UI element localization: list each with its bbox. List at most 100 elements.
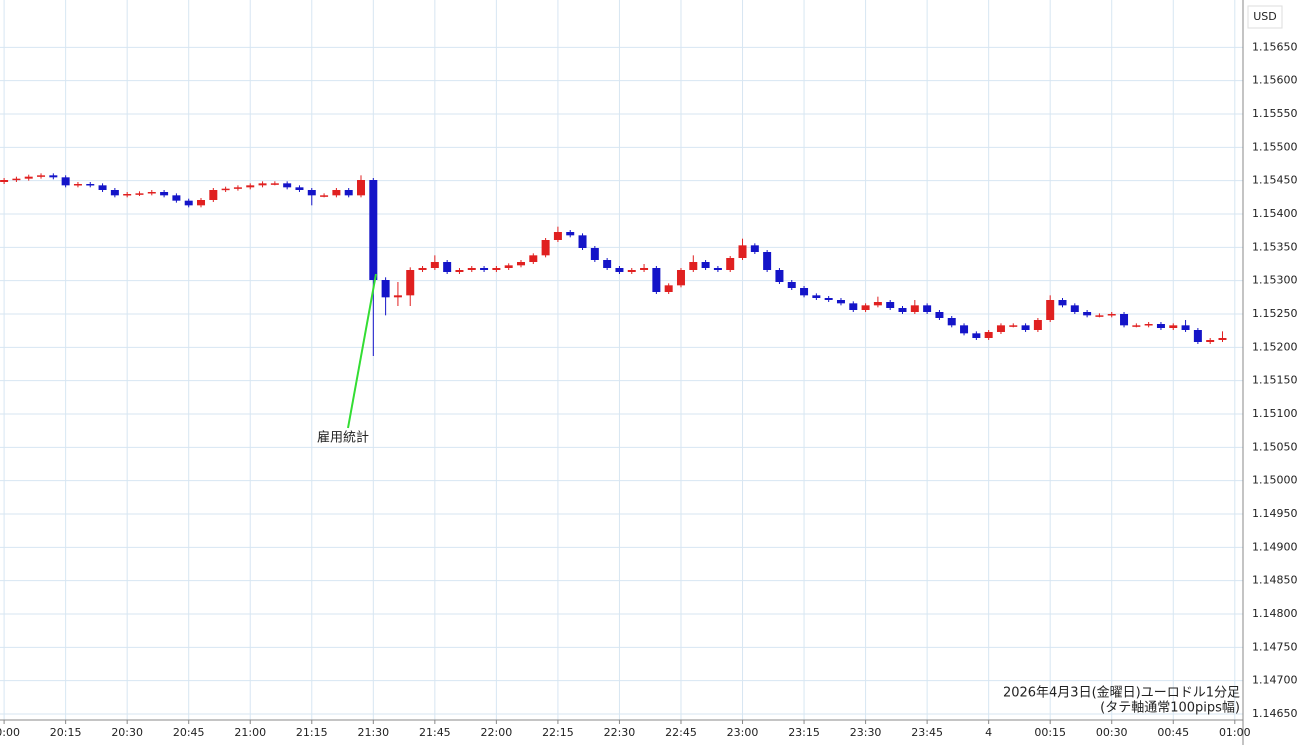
candle-body [73, 184, 82, 186]
candle-body [406, 270, 415, 296]
candle-body [172, 195, 181, 201]
x-tick-label: 00:30 [1096, 726, 1128, 739]
candle-body [443, 262, 452, 272]
x-tick-label: 00:15 [1034, 726, 1066, 739]
candle-body [750, 245, 759, 252]
candle-body [320, 195, 329, 197]
candle-body [713, 268, 722, 270]
candle-body [664, 285, 673, 292]
candle-body [1206, 340, 1215, 342]
candle-body [24, 176, 33, 179]
candle-body [726, 258, 735, 270]
candle-body [37, 175, 46, 177]
candle-body [480, 268, 489, 270]
x-tick-label: 23:15 [788, 726, 820, 739]
y-tick-label: 1.15150 [1252, 374, 1298, 387]
candle-body [209, 190, 218, 200]
y-tick-label: 1.14750 [1252, 640, 1298, 653]
candle-body [529, 255, 538, 262]
candle-body [689, 262, 698, 270]
y-tick-label: 1.15550 [1252, 107, 1298, 120]
candle-body [1120, 314, 1129, 326]
candle-body [135, 193, 144, 195]
candle-body [86, 184, 95, 186]
candle-body [1107, 314, 1116, 316]
candle-body [270, 183, 279, 185]
candle-body [1169, 325, 1178, 328]
candle-body [1156, 324, 1165, 328]
y-tick-label: 1.14900 [1252, 540, 1298, 553]
candle-body [49, 175, 58, 178]
candle-body [553, 232, 562, 240]
candle-body [898, 308, 907, 312]
candle-body [418, 268, 427, 270]
annotation-line [347, 273, 377, 429]
x-tick-label: 22:30 [604, 726, 636, 739]
candle-body [947, 318, 956, 326]
candle-body [381, 280, 390, 298]
candle-body [344, 190, 353, 196]
x-tick-label: 01:00 [1219, 726, 1251, 739]
y-tick-label: 1.15000 [1252, 474, 1298, 487]
x-tick-label: 00:45 [1157, 726, 1189, 739]
candle-body [430, 262, 439, 268]
candle-body [258, 183, 267, 186]
x-tick-label: 21:15 [296, 726, 328, 739]
candle-body [1033, 320, 1042, 330]
x-tick-label: 20:30 [111, 726, 143, 739]
x-tick-label: 20:45 [173, 726, 205, 739]
candle-body [197, 200, 206, 206]
candle-body [984, 332, 993, 338]
candle-body [701, 262, 710, 268]
candle-body [1181, 325, 1190, 330]
y-tick-label: 1.15100 [1252, 407, 1298, 420]
candle-body [295, 187, 304, 190]
x-tick-label: 21:00 [234, 726, 266, 739]
candle-body [861, 305, 870, 310]
candle-body [566, 232, 575, 236]
candle-body [369, 180, 378, 280]
y-tick-label: 1.15200 [1252, 340, 1298, 353]
candle-body [836, 300, 845, 304]
candle-body [627, 270, 636, 272]
candle-body [738, 245, 747, 258]
y-tick-label: 1.14650 [1252, 707, 1298, 720]
y-tick-label: 1.14850 [1252, 574, 1298, 587]
x-tick-label: 22:45 [665, 726, 697, 739]
candle-body [972, 333, 981, 338]
y-tick-label: 1.14700 [1252, 674, 1298, 687]
candle-body [1144, 324, 1153, 326]
candle-body [123, 194, 132, 196]
candle-body [516, 262, 525, 266]
candle-body [332, 190, 341, 196]
candle-body [160, 192, 169, 196]
candle-body [1021, 325, 1030, 330]
candle-body [960, 325, 969, 334]
candle-body [0, 180, 9, 182]
y-tick-label: 1.15250 [1252, 307, 1298, 320]
y-tick-label: 1.14800 [1252, 607, 1298, 620]
currency-label: USD [1253, 10, 1277, 23]
candle-body [824, 298, 833, 300]
candle-body [110, 190, 119, 196]
candle-body [996, 325, 1005, 332]
y-tick-label: 1.15400 [1252, 207, 1298, 220]
y-tick-label: 1.15300 [1252, 274, 1298, 287]
candle-body [455, 270, 464, 272]
candle-body [1193, 330, 1202, 342]
candle-body [1058, 300, 1067, 306]
y-tick-label: 1.15650 [1252, 40, 1298, 53]
candle-body [590, 248, 599, 260]
candle-body [357, 180, 366, 196]
candle-body [763, 252, 772, 270]
candle-body [504, 265, 513, 268]
candle-body [800, 288, 809, 296]
candle-body [147, 192, 156, 194]
candle-body [1009, 325, 1018, 327]
candle-body [1083, 312, 1092, 316]
candle-body [467, 268, 476, 270]
candle-body [578, 235, 587, 248]
candle-body [873, 302, 882, 306]
candle-body [849, 303, 858, 310]
